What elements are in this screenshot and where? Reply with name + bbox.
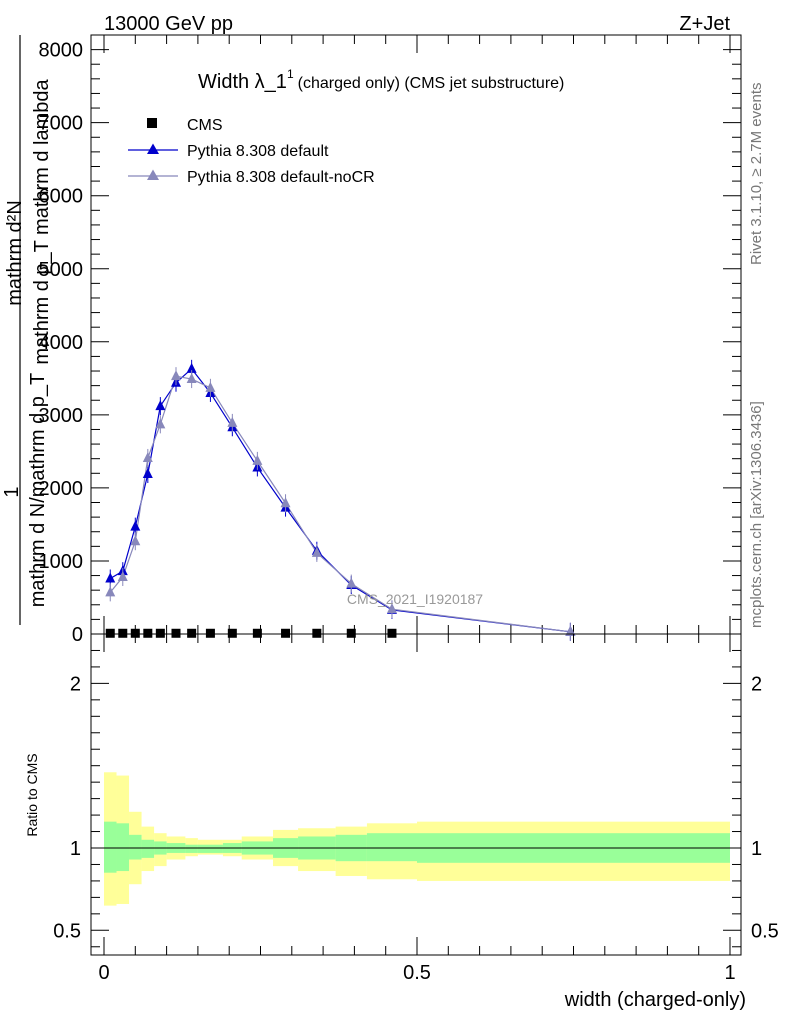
ratio-axis-ticks: 0.5 0.5 1 1 2 2 0 0.5 1 bbox=[53, 634, 779, 984]
main-ytick-label: 6000 bbox=[39, 186, 84, 208]
header-right-label: Z+Jet bbox=[679, 13, 730, 35]
header-left-label: 13000 GeV pp bbox=[104, 13, 233, 35]
ratio-ytick-label: 2 bbox=[70, 673, 81, 695]
xtick-label: 0 bbox=[98, 962, 109, 984]
series-line-2 bbox=[109, 375, 571, 633]
cms-data-point bbox=[155, 628, 165, 638]
ratio-ytick-label-right: 1 bbox=[751, 838, 762, 860]
cms-data-point bbox=[130, 628, 140, 638]
ratio-y-axis-label: Ratio to CMS bbox=[24, 753, 40, 836]
ratio-ytick-label-right: 0.5 bbox=[751, 920, 779, 942]
x-axis-label: width (charged-only) bbox=[564, 989, 746, 1011]
legend-label-cms: CMS bbox=[187, 117, 223, 134]
series-2-point bbox=[205, 381, 216, 392]
series-1-point bbox=[130, 520, 141, 531]
main-ytick-label: 8000 bbox=[39, 40, 84, 62]
series-2-point bbox=[386, 603, 397, 614]
cms-data-point bbox=[171, 628, 181, 638]
cms-data-point bbox=[205, 628, 215, 638]
series-1-point bbox=[105, 572, 116, 583]
ratio-band-inner bbox=[141, 839, 155, 858]
series-2-point bbox=[142, 451, 153, 462]
ratio-plot-frame bbox=[90, 633, 742, 956]
main-ytick-label: 4000 bbox=[39, 332, 84, 354]
legend-marker-pythia-default bbox=[147, 143, 159, 154]
legend: CMS Pythia 8.308 default Pythia 8.308 de… bbox=[128, 117, 375, 186]
legend-label-pythia-default: Pythia 8.308 default bbox=[187, 143, 329, 160]
series-2-point bbox=[311, 546, 322, 557]
series-1-point bbox=[142, 468, 153, 479]
ratio-band-inner bbox=[116, 823, 130, 872]
ratio-band-inner bbox=[185, 844, 198, 853]
cms-data-point bbox=[252, 628, 262, 638]
cms-data-point bbox=[143, 628, 153, 638]
main-plot-panel: 0 1000 2000 3000 4000 5000 6000 7000 8000 CMS_20… bbox=[1, 34, 742, 646]
ratio-bands-layer bbox=[104, 772, 730, 906]
main-y-axis-label: mathrm d²N mathrm d p_T mathrm d lambda … bbox=[1, 35, 53, 625]
main-ytick-label: 0 bbox=[72, 624, 83, 646]
main-series-layer bbox=[105, 359, 576, 641]
series-1-point bbox=[186, 362, 197, 373]
main-ytick-label: 7000 bbox=[39, 113, 84, 135]
legend-marker-cms bbox=[147, 118, 157, 128]
cms-data-point bbox=[312, 628, 322, 638]
main-ytick-label: 5000 bbox=[39, 259, 84, 281]
legend-label-pythia-nocr: Pythia 8.308 default-noCR bbox=[187, 169, 375, 186]
xtick-label: 0.5 bbox=[403, 962, 431, 984]
main-ytick-label: 1000 bbox=[39, 551, 84, 573]
legend-marker-pythia-nocr bbox=[147, 169, 159, 180]
ratio-band-inner bbox=[366, 833, 417, 862]
chart-subtitle: (charged only) (CMS jet substructure) bbox=[298, 75, 565, 92]
chart-title-superscript: 1 bbox=[287, 67, 294, 81]
cms-data-point bbox=[187, 628, 197, 638]
ratio-ytick-label: 0.5 bbox=[53, 920, 81, 942]
cms-data-point bbox=[281, 628, 291, 638]
series-line-1 bbox=[109, 367, 571, 633]
series-2-point bbox=[227, 416, 238, 427]
ylabel-numerator: mathrm d²N bbox=[4, 200, 26, 306]
chart-title: Width λ_11 (charged only) (CMS jet substr… bbox=[198, 67, 564, 93]
mcplots-label: mcplots.cern.ch [arXiv:1306.3436] bbox=[748, 401, 765, 628]
ylabel-denominator: mathrm d N/mathrm d p_T bbox=[27, 373, 49, 608]
series-2-point bbox=[186, 373, 197, 384]
ratio-ytick-label-right: 2 bbox=[751, 673, 762, 695]
ratio-band-inner bbox=[129, 834, 142, 860]
series-2-point bbox=[346, 577, 357, 588]
cms-data-point bbox=[105, 628, 115, 638]
watermark-label: CMS_2021_I1920187 bbox=[347, 591, 483, 607]
ratio-band-inner bbox=[104, 821, 117, 873]
series-2-point bbox=[155, 418, 166, 429]
ylabel-numerator-extra: mathrm d p_T mathrm d lambda bbox=[31, 78, 53, 364]
chart-title-main: Width λ_1 bbox=[198, 71, 287, 93]
cms-data-point bbox=[387, 628, 397, 638]
series-2-point bbox=[105, 586, 116, 597]
cms-data-point bbox=[346, 628, 356, 638]
ylabel-one: 1 bbox=[1, 486, 23, 497]
ratio-ytick-label: 1 bbox=[70, 838, 81, 860]
series-2-point bbox=[130, 535, 141, 546]
main-ytick-label: 2000 bbox=[39, 478, 84, 500]
ratio-plot-panel: 0.5 0.5 1 1 2 2 0 0.5 1 Ratio to CMS width (char… bbox=[24, 633, 779, 1011]
main-axis-ticks: 0 1000 2000 3000 4000 5000 6000 7000 8000 bbox=[39, 35, 741, 646]
cms-data-point bbox=[118, 628, 128, 638]
series-2-point bbox=[170, 370, 181, 381]
main-ytick-label: 3000 bbox=[39, 405, 84, 427]
rivet-label: Rivet 3.1.10, ≥ 2.7M events bbox=[748, 83, 765, 266]
ratio-band-inner bbox=[197, 844, 223, 853]
cms-data-point bbox=[227, 628, 237, 638]
series-1-point bbox=[155, 400, 166, 411]
series-2-point bbox=[565, 625, 576, 636]
series-2-point bbox=[252, 454, 263, 465]
xtick-label: 1 bbox=[724, 962, 735, 984]
series-2-point bbox=[117, 571, 128, 582]
series-2-point bbox=[280, 497, 291, 508]
